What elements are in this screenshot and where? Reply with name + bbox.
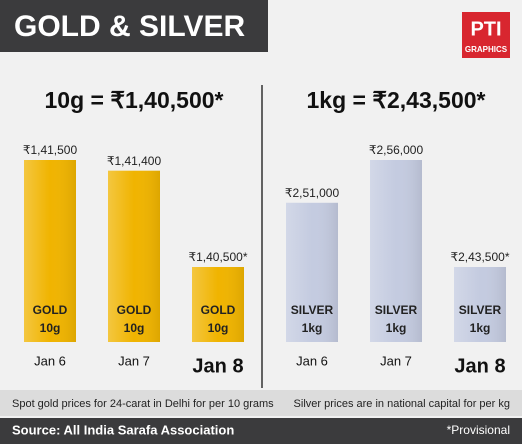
bar-shine (192, 267, 244, 342)
footer-band (0, 418, 522, 444)
bar-shine (370, 160, 422, 342)
x-tick-label: Jan 6 (296, 353, 328, 368)
bar-label: GOLD (117, 303, 152, 317)
note: Spot gold prices for 24-carat in Delhi f… (12, 398, 274, 410)
bar-label: SILVER (291, 303, 334, 317)
bar-shine (454, 267, 506, 342)
value-label: ₹1,41,400 (107, 154, 162, 168)
logo: PTI (470, 18, 501, 40)
bar-unit: 1kg (302, 321, 323, 335)
header-title: GOLD & SILVER (14, 10, 245, 43)
x-tick-label: Jan 7 (380, 353, 412, 368)
provisional: *Provisional (447, 423, 510, 437)
bar-unit: 1kg (470, 321, 491, 335)
source: Source: All India Sarafa Association (12, 422, 234, 437)
value-label: ₹1,40,500* (188, 250, 247, 264)
value-label: ₹1,41,500 (23, 143, 78, 157)
bar-label: SILVER (459, 303, 502, 317)
value-label: ₹2,43,500* (450, 250, 509, 264)
x-tick-label: Jan 8 (454, 355, 505, 377)
bar-label: SILVER (375, 303, 418, 317)
bar-unit: 10g (40, 321, 61, 335)
bar-unit: 10g (124, 321, 145, 335)
bar-shine (108, 170, 160, 342)
bar-label: GOLD (33, 303, 68, 317)
header-band (0, 0, 268, 52)
bar-shine (286, 202, 338, 342)
chart-title: 1kg = ₹2,43,500* (307, 87, 486, 113)
logo-sub: GRAPHICS (465, 45, 508, 54)
note: Silver prices are in national capital fo… (294, 398, 510, 410)
x-tick-label: Jan 7 (118, 353, 150, 368)
bar-shine (24, 160, 76, 342)
logo-box (462, 12, 510, 58)
x-tick-label: Jan 8 (192, 355, 243, 377)
bar-label: GOLD (201, 303, 236, 317)
note-band (0, 390, 522, 416)
bar-unit: 10g (208, 321, 229, 335)
bar-unit: 1kg (386, 321, 407, 335)
value-label: ₹2,56,000 (369, 143, 424, 157)
x-tick-label: Jan 6 (34, 353, 66, 368)
value-label: ₹2,51,000 (285, 186, 340, 200)
chart-title: 10g = ₹1,40,500* (45, 87, 224, 113)
